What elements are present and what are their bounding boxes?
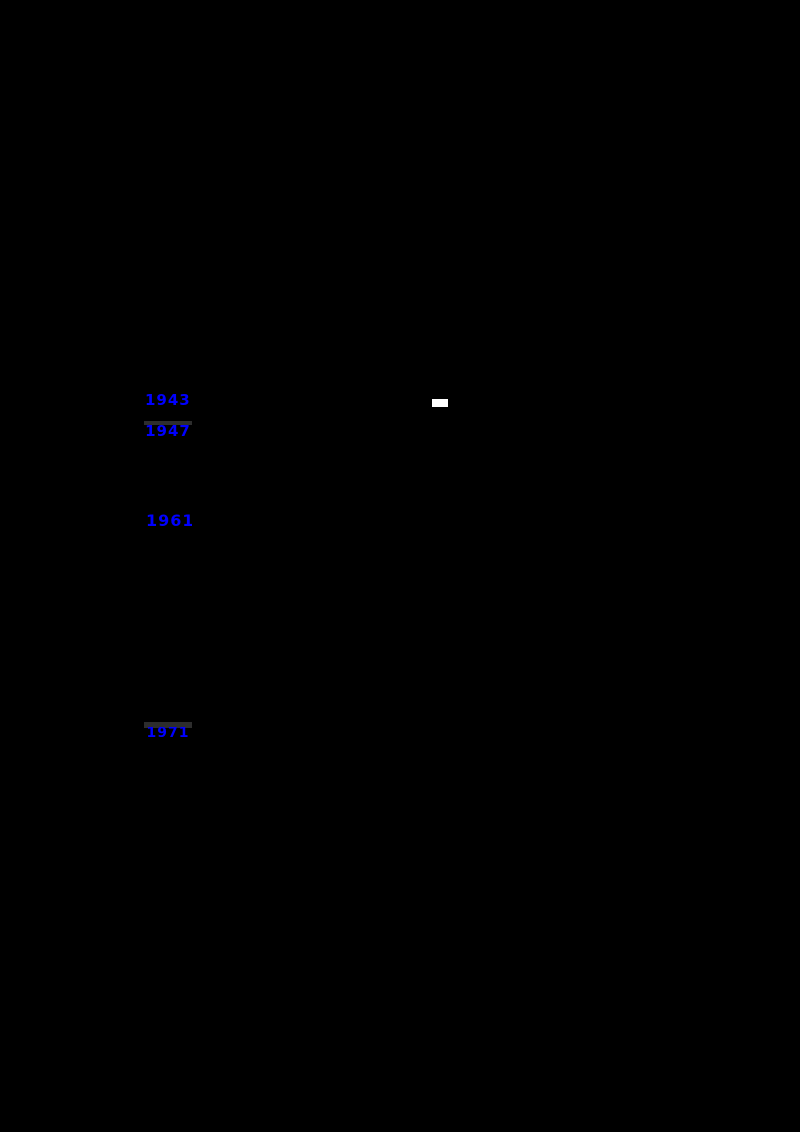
link-highlight-band (144, 421, 192, 425)
white-dash-marker (432, 399, 448, 407)
year-link[interactable]: 1961 (146, 513, 192, 528)
year-link[interactable]: 1971 (146, 727, 190, 740)
year-link[interactable]: 1943 (145, 393, 190, 407)
link-highlight-band (144, 722, 192, 728)
year-link[interactable]: 1947 (145, 424, 191, 438)
